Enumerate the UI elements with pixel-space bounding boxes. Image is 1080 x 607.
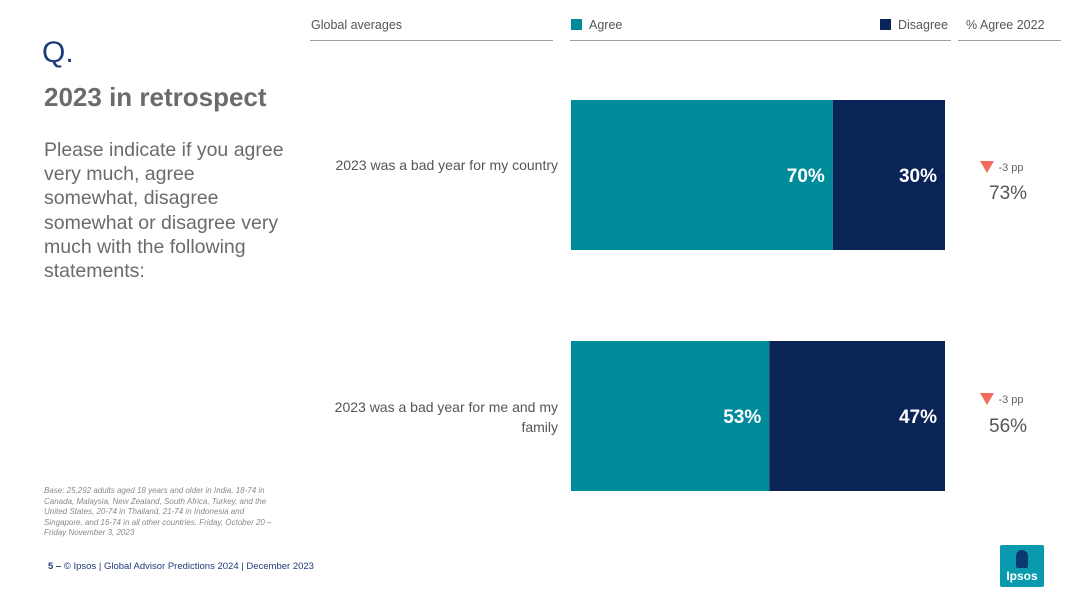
header-divider-2 <box>570 40 951 41</box>
legend-disagree-swatch <box>880 19 891 30</box>
bar-data-label: 53% <box>723 407 761 428</box>
header-prev-year: % Agree 2022 <box>966 18 1045 32</box>
change-row: -3 pp <box>980 158 1024 176</box>
legend-agree-swatch <box>571 19 582 30</box>
agree-2022-value: 56% <box>989 416 1028 437</box>
bar-data-label: 47% <box>899 407 937 428</box>
bar-agree <box>571 341 770 491</box>
header-divider-1 <box>310 40 553 41</box>
question-text: Please indicate if you agree very much, … <box>44 139 284 283</box>
change-row: -3 pp <box>980 390 1024 408</box>
bar-disagree <box>769 341 945 491</box>
bar-data-label: 30% <box>899 166 937 187</box>
legend-agree-label: Agree <box>589 18 623 32</box>
category-label: 2023 was a bad year for me and my family <box>334 399 558 435</box>
change-value: -3 pp <box>998 394 1024 406</box>
agree-2022-value: 73% <box>989 183 1028 204</box>
down-triangle-icon <box>980 160 994 173</box>
down-triangle-icon <box>980 392 994 405</box>
category-label: 2023 was a bad year for my country <box>335 157 558 173</box>
legend-disagree-label: Disagree <box>898 18 949 32</box>
header-global-averages: Global averages <box>311 18 403 32</box>
slide-title: 2023 in retrospect <box>44 82 267 112</box>
footer-text: © Ipsos | Global Advisor Predictions 202… <box>63 561 314 572</box>
bar-disagree <box>832 100 945 250</box>
q-mark: Q. <box>42 36 74 69</box>
header-divider-3 <box>958 40 1061 41</box>
footer-page-number: 5 – <box>48 561 62 572</box>
bar-data-label: 70% <box>787 166 825 187</box>
logo-mark-icon <box>1016 550 1028 568</box>
ipsos-logo: Ipsos <box>1000 545 1044 587</box>
bar-agree <box>571 100 833 250</box>
logo-text: Ipsos <box>1006 569 1038 583</box>
change-value: -3 pp <box>998 162 1024 174</box>
base-note: Base: 25,292 adults aged 18 years and ol… <box>44 486 272 538</box>
footer: 5 – © Ipsos | Global Advisor Predictions… <box>48 561 314 572</box>
